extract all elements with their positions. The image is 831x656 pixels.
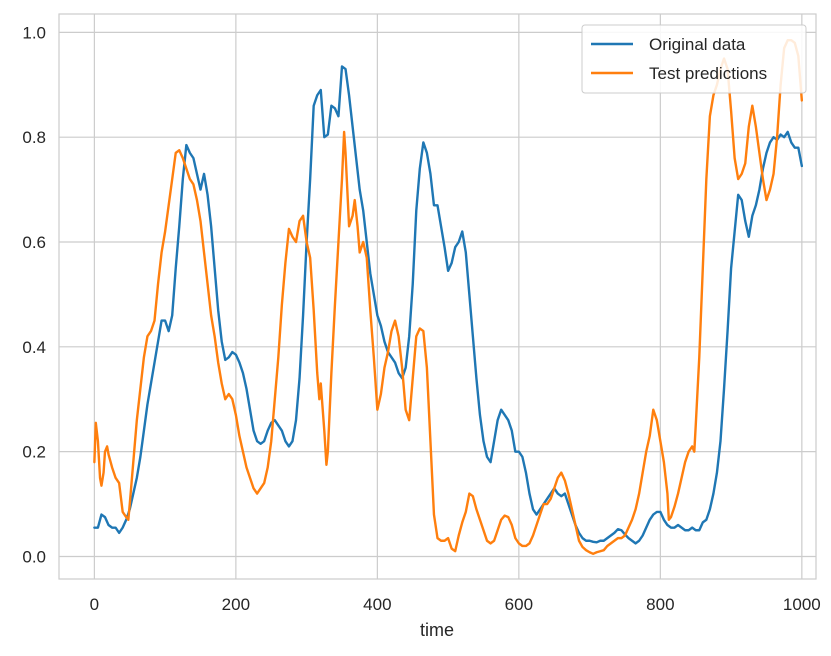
x-tick-label: 600	[505, 595, 533, 614]
y-tick-label: 0.6	[22, 233, 46, 252]
legend: Original data Test predictions	[581, 24, 807, 94]
grid-lines	[59, 14, 816, 579]
legend-label: Original data	[649, 35, 746, 54]
plot-frame	[58, 13, 817, 580]
y-tick-label: 1.0	[22, 23, 46, 42]
legend-frame	[581, 24, 807, 94]
series-line	[93, 39, 804, 556]
x-axis-title: time	[420, 620, 454, 640]
x-tick-label: 400	[363, 595, 391, 614]
y-tick-label: 0.0	[22, 547, 46, 566]
y-tick-label: 0.2	[22, 443, 46, 462]
x-tick-label: 800	[646, 595, 674, 614]
legend-label: Test predictions	[649, 64, 767, 83]
series-lines	[93, 39, 804, 556]
x-tick-label: 200	[222, 595, 250, 614]
y-tick-label: 0.4	[22, 338, 46, 357]
x-tick-label: 1000	[783, 595, 821, 614]
series-line	[93, 65, 804, 545]
x-tick-labels: 0 200 400 600 800 1000	[90, 595, 821, 614]
x-tick-label: 0	[90, 595, 99, 614]
y-tick-labels: 0.0 0.2 0.4 0.6 0.8 1.0	[22, 23, 46, 566]
y-tick-label: 0.8	[22, 128, 46, 147]
